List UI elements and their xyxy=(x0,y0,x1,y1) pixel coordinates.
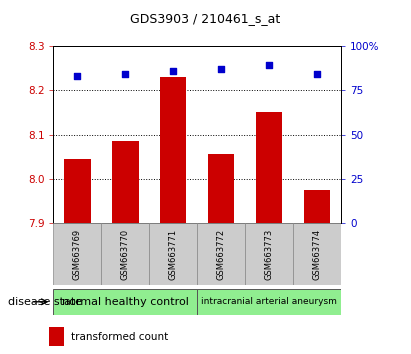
Point xyxy=(314,72,321,77)
Bar xyxy=(197,289,341,315)
Bar xyxy=(112,141,139,223)
Bar xyxy=(64,159,90,223)
Text: GSM663773: GSM663773 xyxy=(265,228,274,280)
Text: GDS3903 / 210461_s_at: GDS3903 / 210461_s_at xyxy=(130,12,281,25)
Bar xyxy=(197,223,245,285)
Bar xyxy=(245,223,293,285)
Point xyxy=(74,73,81,79)
Text: GSM663771: GSM663771 xyxy=(169,228,178,280)
Bar xyxy=(304,190,330,223)
Point xyxy=(122,72,129,77)
Bar xyxy=(293,223,341,285)
Point xyxy=(266,63,272,68)
Bar xyxy=(160,77,187,223)
Bar xyxy=(53,289,197,315)
Bar xyxy=(256,113,282,223)
Bar xyxy=(48,327,65,346)
Text: intracranial arterial aneurysm: intracranial arterial aneurysm xyxy=(201,297,337,306)
Bar xyxy=(53,223,102,285)
Bar xyxy=(102,223,149,285)
Point xyxy=(218,66,224,72)
Bar xyxy=(208,154,234,223)
Text: transformed count: transformed count xyxy=(72,332,169,342)
Text: normal healthy control: normal healthy control xyxy=(62,297,189,307)
Text: GSM663772: GSM663772 xyxy=(217,228,226,280)
Text: GSM663774: GSM663774 xyxy=(313,228,322,280)
Text: GSM663769: GSM663769 xyxy=(73,228,82,280)
Text: GSM663770: GSM663770 xyxy=(121,228,130,280)
Text: disease state: disease state xyxy=(8,297,82,307)
Bar xyxy=(149,223,197,285)
Point xyxy=(170,68,177,74)
